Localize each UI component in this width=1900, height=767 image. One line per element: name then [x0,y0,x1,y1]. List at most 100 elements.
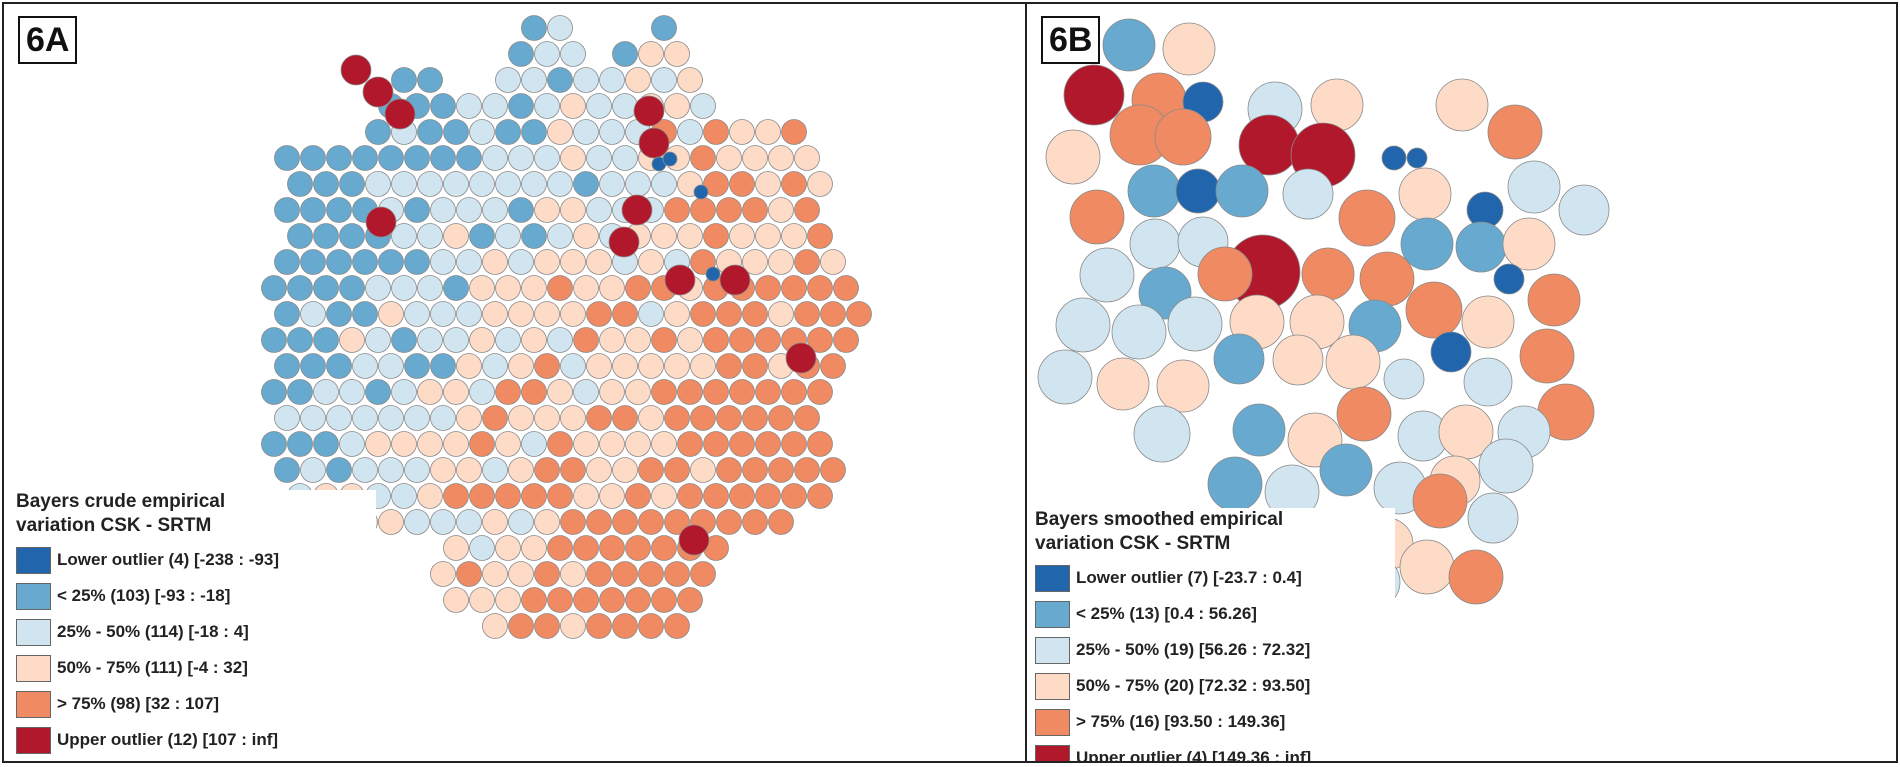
legend-6a: Bayers crude empirical variation CSK - S… [16,490,376,758]
region-circle-q4 [833,327,859,353]
region-circle-q2 [482,457,508,483]
region-circle-q2 [495,223,521,249]
region-circle-q2 [391,483,417,509]
region-circle-q4 [664,405,690,431]
region-circle-q2 [586,145,612,171]
region-circle-q4 [560,509,586,535]
region-circle-q3 [1045,129,1101,185]
region-circle-q4 [820,353,846,379]
region-circle-q2 [612,93,638,119]
region-circle-q2 [651,171,677,197]
legend-swatch-q2 [1035,636,1070,664]
region-circle-q1 [274,301,300,327]
region-circle-upper-outlier [678,524,710,556]
legend-item-lower-outlier: Lower outlier (4) [-238 : -93] [16,542,376,578]
region-circle-q1 [313,275,339,301]
region-circle-q1 [1213,333,1265,385]
region-circle-q4 [807,379,833,405]
region-circle-q2 [456,301,482,327]
region-circle-q2 [430,249,456,275]
region-circle-q2 [404,509,430,535]
region-circle-q2 [404,301,430,327]
region-circle-q3 [495,535,521,561]
region-circle-q3 [443,379,469,405]
region-circle-q2 [404,405,430,431]
region-circle-q3 [586,457,612,483]
region-circle-q2 [378,405,404,431]
region-circle-q1 [313,171,339,197]
region-circle-q3 [417,483,443,509]
map-6b-cartogram [1037,18,1610,628]
region-circle-q4 [664,197,690,223]
legend-swatch-lower-outlier [16,546,51,574]
region-circle-q4 [521,587,547,613]
region-circle-q2 [391,171,417,197]
panel-label-6b: 6B [1041,16,1101,64]
region-circle-q2 [599,119,625,145]
region-circle-q4 [664,509,690,535]
region-circle-q2 [274,405,300,431]
legend-item-q2: 25% - 50% (19) [56.26 : 72.32] [1035,632,1395,668]
region-circle-q2 [1167,296,1223,352]
region-circle-q4 [846,301,872,327]
region-circle-q1 [287,223,313,249]
region-circle-q3 [534,405,560,431]
region-circle-q3 [690,353,716,379]
region-circle-q2 [521,431,547,457]
region-circle-q1 [508,197,534,223]
region-circle-q4 [768,509,794,535]
region-circle-q1 [508,93,534,119]
region-circle-q3 [612,457,638,483]
region-circle-q4 [781,431,807,457]
region-circle-q4 [742,509,768,535]
region-circle-q4 [1487,104,1543,160]
region-circle-q4 [534,561,560,587]
region-circle-q3 [768,197,794,223]
region-circle-q3 [794,145,820,171]
region-circle-q3 [456,405,482,431]
region-circle-q4 [807,431,833,457]
legend-item-q4: > 75% (98) [32 : 107] [16,686,376,722]
region-circle-q2 [625,171,651,197]
region-circle-q3 [625,379,651,405]
region-circle-q3 [638,405,664,431]
region-circle-q3 [638,249,664,275]
region-circle-lower-outlier [1430,331,1472,373]
region-circle-q2 [534,145,560,171]
region-circle-q1 [469,223,495,249]
region-circle-q4 [521,483,547,509]
region-circle-q4 [664,561,690,587]
region-circle-q2 [469,535,495,561]
region-circle-q1 [274,145,300,171]
region-circle-q4 [1527,273,1581,327]
region-circle-q4 [560,457,586,483]
region-circle-q4 [586,301,612,327]
region-circle-q4 [703,379,729,405]
region-circle-q2 [508,145,534,171]
region-circle-q2 [638,301,664,327]
region-circle-q2 [1111,304,1167,360]
region-circle-q1 [287,379,313,405]
region-circle-q4 [677,587,703,613]
region-circle-q4 [1412,473,1468,529]
region-circle-q4 [625,483,651,509]
region-circle-q4 [612,509,638,535]
region-circle-q3 [456,457,482,483]
region-circle-q4 [781,171,807,197]
region-circle-q4 [1301,247,1355,301]
region-circle-q4 [729,171,755,197]
region-circle-q2 [573,379,599,405]
region-circle-q3 [534,249,560,275]
region-circle-q3 [1435,78,1489,132]
region-circle-upper-outlier [638,127,670,159]
region-circle-q1 [391,327,417,353]
region-circle-q3 [586,249,612,275]
region-circle-q2 [1478,438,1534,494]
region-circle-q2 [560,41,586,67]
region-circle-q3 [443,223,469,249]
region-circle-q2 [300,301,326,327]
region-circle-q2 [1467,492,1519,544]
region-circle-q2 [1037,349,1093,405]
legend-item-q4: > 75% (16) [93.50 : 149.36] [1035,704,1395,740]
region-circle-q3 [443,587,469,613]
